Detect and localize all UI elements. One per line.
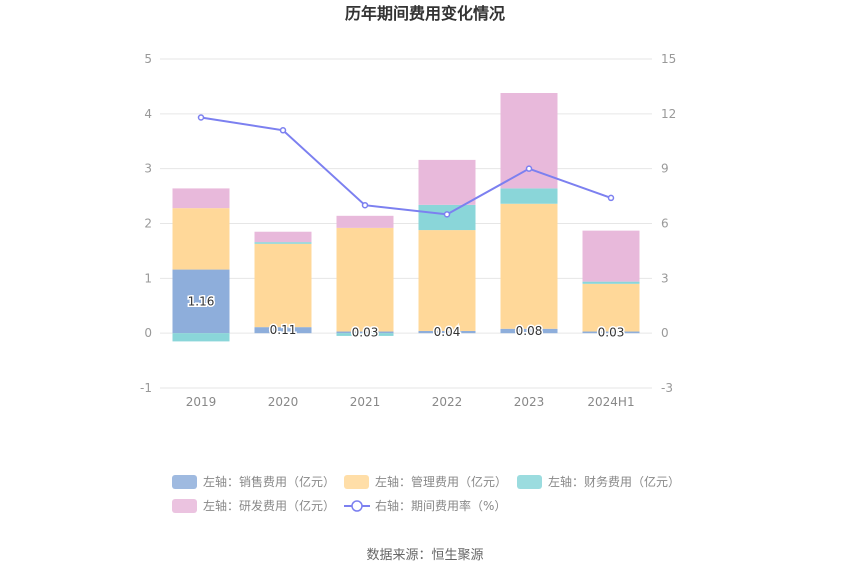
- bar-segment: [336, 331, 394, 334]
- bar-segment: [500, 328, 558, 334]
- bar-segment: [172, 333, 230, 342]
- legend-marker: [351, 500, 363, 512]
- legend-label: 左轴：管理费用（亿元）: [375, 474, 507, 489]
- line-point: [197, 114, 205, 121]
- left-tick-label: 0: [144, 326, 152, 340]
- legend-swatch: [344, 475, 369, 489]
- legend-label: 左轴：销售费用（亿元）: [203, 474, 335, 489]
- right-tick-label: 6: [661, 217, 669, 231]
- right-tick-label: -3: [661, 381, 673, 395]
- expense-rate-line: [197, 114, 615, 218]
- line-path: [200, 116, 612, 216]
- data-label: 0.03: [352, 325, 379, 339]
- line-point: [279, 127, 287, 134]
- x-axis-ticks: 2019 2020 2021 2022 2023 2024H1: [186, 395, 635, 409]
- bar-segment: [418, 159, 476, 205]
- data-label: 0.11: [270, 323, 297, 337]
- bar-segment: [254, 242, 312, 244]
- line-point: [525, 165, 533, 172]
- bar-segment: [254, 243, 312, 328]
- legend-label: 左轴：研发费用（亿元）: [203, 498, 335, 513]
- bar-segment: [172, 188, 230, 209]
- left-tick-label: -1: [140, 381, 152, 395]
- left-tick-label: 1: [144, 271, 152, 285]
- x-tick-label: 2024H1: [587, 395, 634, 409]
- right-tick-label: 12: [661, 107, 676, 121]
- x-tick-label: 2021: [350, 395, 381, 409]
- bar-segment: [582, 283, 640, 332]
- bar-segment: [336, 333, 394, 336]
- bar-segment: [500, 203, 558, 329]
- right-tick-label: 3: [661, 271, 669, 285]
- source-note: 数据来源：恒生聚源: [366, 548, 483, 563]
- bar-segment: [336, 215, 394, 228]
- x-tick-label: 2022: [432, 395, 463, 409]
- bar-segment: [582, 230, 640, 282]
- left-tick-label: 4: [144, 107, 152, 121]
- bar-segment: [582, 331, 640, 334]
- data-label: 1.16: [188, 294, 215, 308]
- bar-segment: [254, 231, 312, 243]
- legend-swatch: [172, 475, 197, 489]
- bar-segment: [254, 327, 312, 334]
- bar-segment: [500, 92, 558, 189]
- right-tick-label: 9: [661, 162, 669, 176]
- right-axis-ticks: -3 0 3 6 9 12 15: [661, 52, 676, 395]
- x-tick-label: 2020: [268, 395, 299, 409]
- bar-segment: [500, 188, 558, 204]
- left-axis-ticks: -1 0 1 2 3 4 5: [140, 52, 152, 395]
- legend-label: 右轴：期间费用率（%）: [375, 498, 506, 513]
- legend: 左轴：销售费用（亿元） 左轴：管理费用（亿元） 左轴：财务费用（亿元） 左轴：研发费用…: [172, 474, 680, 513]
- left-tick-label: 3: [144, 162, 152, 176]
- bar-segment: [582, 281, 640, 284]
- line-point: [607, 194, 615, 202]
- legend-label: 左轴：财务费用（亿元）: [548, 474, 680, 489]
- left-tick-label: 2: [144, 217, 152, 231]
- bar-segment: [172, 269, 230, 334]
- data-label: 0.08: [516, 324, 543, 338]
- bars: [172, 92, 640, 342]
- bar-segment: [418, 330, 476, 334]
- line-point: [443, 211, 451, 218]
- legend-swatch: [517, 475, 542, 489]
- right-tick-label: 15: [661, 52, 676, 66]
- line-point: [361, 201, 369, 209]
- chart-title: 历年期间费用变化情况: [345, 4, 505, 23]
- right-tick-label: 0: [661, 326, 669, 340]
- left-tick-label: 5: [144, 52, 152, 66]
- bar-segment: [336, 227, 394, 332]
- data-labels: 1.16 0.11 0.03 0.04 0.08 0.03: [186, 293, 626, 341]
- data-label: 0.03: [598, 325, 625, 339]
- grid: [160, 58, 652, 389]
- bar-segment: [172, 208, 230, 270]
- x-tick-label: 2023: [514, 395, 545, 409]
- x-tick-label: 2019: [186, 395, 217, 409]
- legend-swatch: [172, 499, 197, 513]
- data-label: 0.04: [434, 325, 461, 339]
- bar-segment: [418, 230, 476, 331]
